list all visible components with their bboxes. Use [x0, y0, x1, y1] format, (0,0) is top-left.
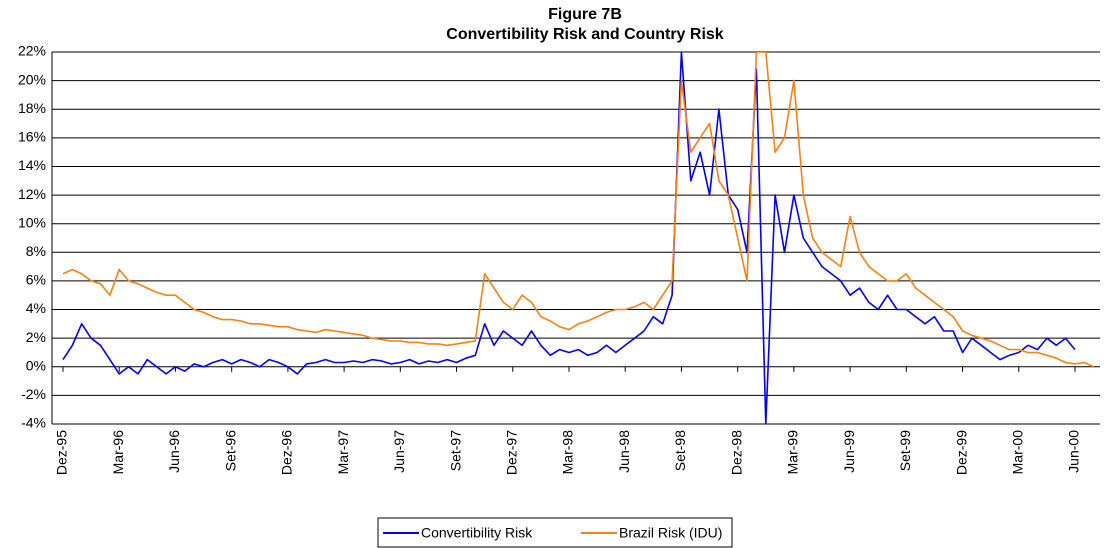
y-tick-label: 0% [26, 357, 46, 373]
x-tick-label: Jun-98 [616, 430, 632, 473]
series-line [62, 52, 1095, 368]
y-tick-label: 16% [18, 129, 46, 145]
x-tick-label: Mar-96 [110, 430, 126, 475]
chart-title: Figure 7B [548, 6, 622, 23]
x-tick-label: Jun-99 [841, 430, 857, 473]
x-tick-label: Dez-99 [953, 430, 969, 475]
y-tick-label: -4% [21, 415, 46, 431]
y-tick-label: 8% [26, 243, 46, 259]
x-tick-label: Jun-96 [166, 430, 182, 473]
y-tick-label: 6% [26, 272, 46, 288]
y-tick-label: -2% [21, 386, 46, 402]
y-tick-label: 14% [18, 157, 46, 173]
x-tick-label: Dez-97 [503, 430, 519, 475]
y-tick-label: 22% [18, 43, 46, 59]
x-tick-label: Dez-96 [279, 430, 295, 475]
x-tick-label: Mar-97 [335, 430, 351, 475]
legend-label: Convertibility Risk [421, 525, 533, 541]
x-tick-label: Mar-98 [560, 430, 576, 475]
series-line [62, 52, 1076, 424]
y-tick-label: 20% [18, 71, 46, 87]
chart-subtitle: Convertibility Risk and Country Risk [446, 26, 723, 43]
legend-label: Brazil Risk (IDU) [619, 525, 722, 541]
x-tick-label: Set-99 [897, 430, 913, 471]
y-tick-label: 2% [26, 329, 46, 345]
legend-box [377, 517, 733, 548]
y-tick-label: 18% [18, 100, 46, 116]
x-tick-label: Dez-98 [728, 430, 744, 475]
x-tick-label: Mar-00 [1009, 430, 1025, 475]
y-tick-label: 10% [18, 214, 46, 230]
y-tick-label: 12% [18, 186, 46, 202]
x-tick-label: Set-98 [672, 430, 688, 471]
x-tick-label: Mar-99 [785, 430, 801, 475]
y-tick-label: 4% [26, 300, 46, 316]
x-tick-label: Jun-97 [391, 430, 407, 473]
x-tick-label: Set-97 [447, 430, 463, 471]
x-tick-label: Set-96 [222, 430, 238, 471]
x-tick-label: Dez-95 [54, 430, 70, 475]
x-tick-label: Jun-00 [1066, 430, 1082, 473]
